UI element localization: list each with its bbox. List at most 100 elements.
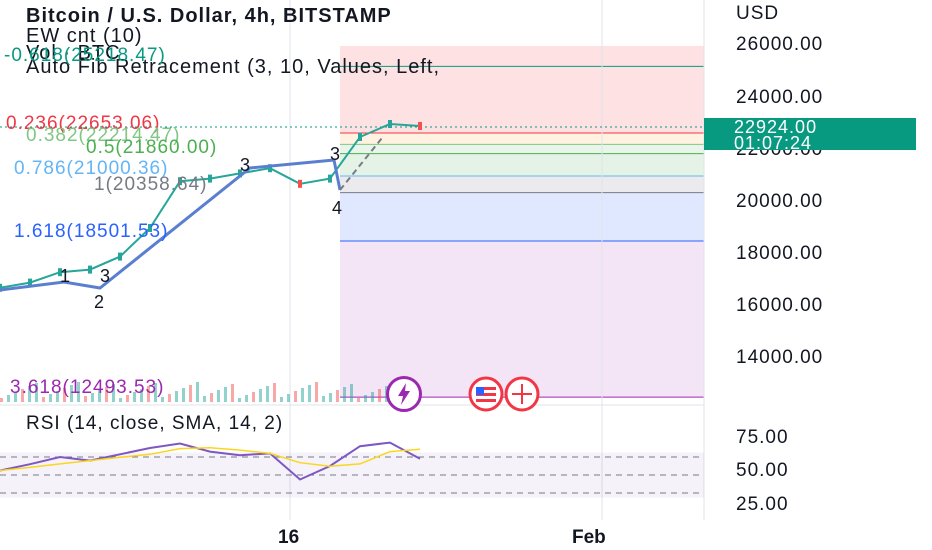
last-price-badge: 22924.00 01:07:24 bbox=[704, 117, 916, 153]
volume-bar bbox=[42, 397, 45, 402]
volume-bar bbox=[343, 387, 346, 402]
candle bbox=[328, 174, 332, 183]
fib-label: 0.5(21860.00) bbox=[86, 137, 218, 158]
volume-bar bbox=[7, 395, 10, 402]
last-price: 22924.00 bbox=[734, 117, 818, 137]
lightning-icon bbox=[398, 383, 410, 405]
candle bbox=[58, 268, 62, 277]
volume-bar bbox=[0, 398, 3, 402]
volume-bar bbox=[182, 388, 185, 402]
volume-bar bbox=[70, 385, 73, 402]
fib-label: 3.618(12493.53) bbox=[10, 377, 165, 398]
volume-bar bbox=[154, 383, 157, 402]
volume-bar bbox=[35, 383, 38, 402]
rsi-tick: 50.00 bbox=[736, 460, 789, 481]
candle bbox=[268, 164, 272, 173]
y-tick: 14000.00 bbox=[736, 347, 824, 368]
wave-label: 2 bbox=[94, 292, 105, 312]
volume-bar bbox=[203, 396, 206, 402]
volume-bar bbox=[245, 395, 248, 402]
volume-bar bbox=[161, 397, 164, 402]
wave-label: 4 bbox=[332, 198, 343, 218]
currency-unit: USD bbox=[736, 3, 780, 24]
fib-label: 0.786(21000.36) bbox=[14, 158, 169, 179]
candle bbox=[208, 174, 212, 183]
candle bbox=[418, 121, 422, 130]
volume-bar bbox=[21, 389, 24, 402]
volume-bar bbox=[294, 391, 297, 402]
volume-bar bbox=[322, 396, 325, 402]
candle bbox=[0, 283, 2, 292]
volume-bar bbox=[91, 393, 94, 402]
candle bbox=[28, 278, 32, 287]
fib-indicator-label: Auto Fib Retracement (3, 10, Values, Lef… bbox=[26, 56, 441, 78]
fib-label: 0.382(22214.47) bbox=[26, 125, 181, 146]
volume-bar bbox=[168, 394, 171, 402]
volume-bar bbox=[238, 398, 241, 402]
y-tick: 20000.00 bbox=[736, 191, 824, 212]
fib-zone bbox=[340, 175, 704, 193]
volume-bar bbox=[84, 396, 87, 402]
volume-bar bbox=[273, 383, 276, 402]
flash-icon[interactable] bbox=[386, 376, 422, 412]
volume-bar bbox=[364, 395, 367, 402]
currency-flag-icon[interactable] bbox=[464, 376, 544, 412]
fib-zone bbox=[340, 240, 704, 398]
bar-countdown: 01:07:24 bbox=[734, 133, 813, 153]
volume-bar bbox=[56, 391, 59, 402]
volume-bar bbox=[49, 394, 52, 402]
volume-bar bbox=[147, 386, 150, 402]
wave-label: 1 bbox=[60, 266, 71, 286]
y-tick: 16000.00 bbox=[736, 295, 824, 316]
rsi-tick: 25.00 bbox=[736, 494, 789, 515]
candle bbox=[358, 133, 362, 141]
candle bbox=[298, 179, 302, 188]
volume-bar bbox=[196, 382, 199, 402]
projection-line bbox=[339, 137, 383, 191]
volume-bar bbox=[112, 384, 115, 402]
volume-bar bbox=[98, 390, 101, 402]
us-flag-icon bbox=[468, 376, 540, 412]
fib-zone bbox=[340, 192, 704, 241]
volume-bar bbox=[280, 397, 283, 402]
volume-label: Vol · BTC bbox=[26, 42, 121, 64]
fib-label: 0.236(22653.06) bbox=[6, 113, 161, 134]
volume-bar bbox=[140, 389, 143, 402]
y-tick: 18000.00 bbox=[736, 243, 824, 264]
volume-bar bbox=[14, 392, 17, 402]
wave-label: 3 bbox=[330, 144, 341, 164]
volume-bar bbox=[217, 390, 220, 402]
x-tick: 16 bbox=[278, 527, 300, 548]
candle bbox=[388, 120, 392, 128]
volume-bar bbox=[259, 389, 262, 402]
volume-bar bbox=[252, 392, 255, 402]
fib-zone bbox=[340, 144, 704, 154]
y-tick: 24000.00 bbox=[736, 87, 824, 108]
volume-bar bbox=[266, 386, 269, 402]
volume-bar bbox=[224, 387, 227, 402]
volume-bar bbox=[378, 389, 381, 402]
volume-bar bbox=[105, 387, 108, 402]
wave-label: 3 bbox=[240, 155, 251, 175]
candle bbox=[118, 252, 122, 261]
volume-bar bbox=[133, 392, 136, 402]
volume-bar bbox=[287, 394, 290, 402]
rsi-legend: RSI (14, close, SMA, 14, 2) bbox=[26, 413, 284, 434]
rsi-tick: 75.00 bbox=[736, 427, 789, 448]
rsi-sma-line bbox=[0, 446, 421, 472]
volume-bar bbox=[231, 384, 234, 402]
volume-bar bbox=[329, 393, 332, 402]
candle bbox=[238, 169, 242, 178]
volume-bar bbox=[126, 395, 129, 402]
fib-zone bbox=[340, 133, 704, 145]
volume-bar bbox=[28, 386, 31, 402]
volume-bar bbox=[350, 384, 353, 402]
ew-count-label: EW cnt (10) bbox=[26, 25, 143, 47]
rsi-line bbox=[0, 441, 421, 481]
elliott-wave-line bbox=[0, 158, 342, 292]
candle bbox=[148, 224, 152, 232]
chart-title: Bitcoin / U.S. Dollar, 4h, BITSTAMP bbox=[26, 5, 392, 27]
volume-bar bbox=[301, 388, 304, 402]
volume-bar bbox=[357, 398, 360, 402]
